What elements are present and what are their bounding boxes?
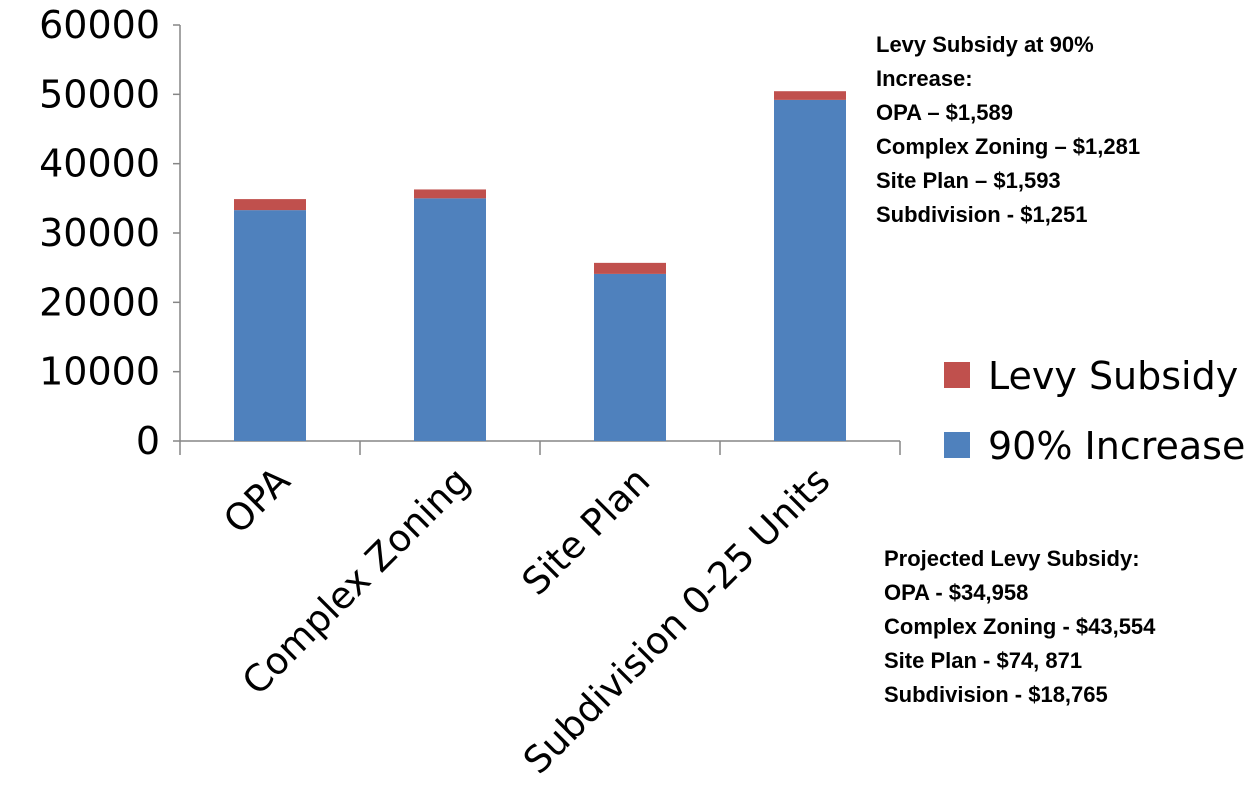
y-tick-label: 60000 bbox=[39, 3, 160, 47]
annotation-line: OPA – $1,589 bbox=[876, 100, 1013, 125]
y-axis: 0 10000 20000 30000 40000 50000 60000 bbox=[39, 3, 181, 463]
annotation-line: Increase: bbox=[876, 66, 973, 91]
annotation-line: Site Plan – $1,593 bbox=[876, 168, 1061, 193]
x-tick-label: Subdivision 0-25 Units bbox=[515, 459, 838, 782]
bar-90-increase bbox=[414, 198, 486, 441]
projected-levy-subsidy-annotation: Projected Levy Subsidy: OPA - $34,958 Co… bbox=[884, 542, 1155, 712]
bars bbox=[234, 91, 846, 441]
bar-levy-subsidy bbox=[774, 91, 846, 100]
bar-levy-subsidy bbox=[594, 262, 666, 274]
annotation-line: Projected Levy Subsidy: bbox=[884, 546, 1140, 571]
y-tick-label: 50000 bbox=[39, 72, 160, 116]
legend-swatch bbox=[944, 432, 970, 458]
y-tick-label: 10000 bbox=[39, 350, 160, 394]
annotation-line: OPA - $34,958 bbox=[884, 580, 1029, 605]
x-tick-label: OPA bbox=[215, 459, 298, 542]
annotation-line: Complex Zoning – $1,281 bbox=[876, 134, 1141, 159]
annotation-line: Subdivision - $18,765 bbox=[884, 682, 1108, 707]
annotation-line: Complex Zoning - $43,554 bbox=[884, 614, 1156, 639]
levy-subsidy-annotation: Levy Subsidy at 90% Increase: OPA – $1,5… bbox=[876, 28, 1140, 232]
legend-label: Levy Subsidy bbox=[988, 354, 1238, 398]
y-tick-label: 20000 bbox=[39, 280, 160, 324]
bar-levy-subsidy bbox=[414, 189, 486, 199]
annotation-line: Levy Subsidy at 90% bbox=[876, 32, 1094, 57]
annotation-line: Site Plan - $74, 871 bbox=[884, 648, 1083, 673]
bar-90-increase bbox=[234, 210, 306, 441]
y-tick-label: 30000 bbox=[39, 211, 160, 255]
legend: Levy Subsidy 90% Increase bbox=[944, 354, 1245, 468]
bar-90-increase bbox=[594, 273, 666, 441]
x-tick-label: Site Plan bbox=[514, 459, 659, 604]
y-tick-label: 40000 bbox=[39, 142, 160, 186]
legend-swatch bbox=[944, 362, 970, 388]
legend-label: 90% Increase bbox=[988, 424, 1245, 468]
y-tick-label: 0 bbox=[136, 419, 160, 463]
bar-levy-subsidy bbox=[234, 199, 306, 211]
bar-90-increase bbox=[774, 99, 846, 441]
annotation-line: Subdivision - $1,251 bbox=[876, 202, 1088, 227]
